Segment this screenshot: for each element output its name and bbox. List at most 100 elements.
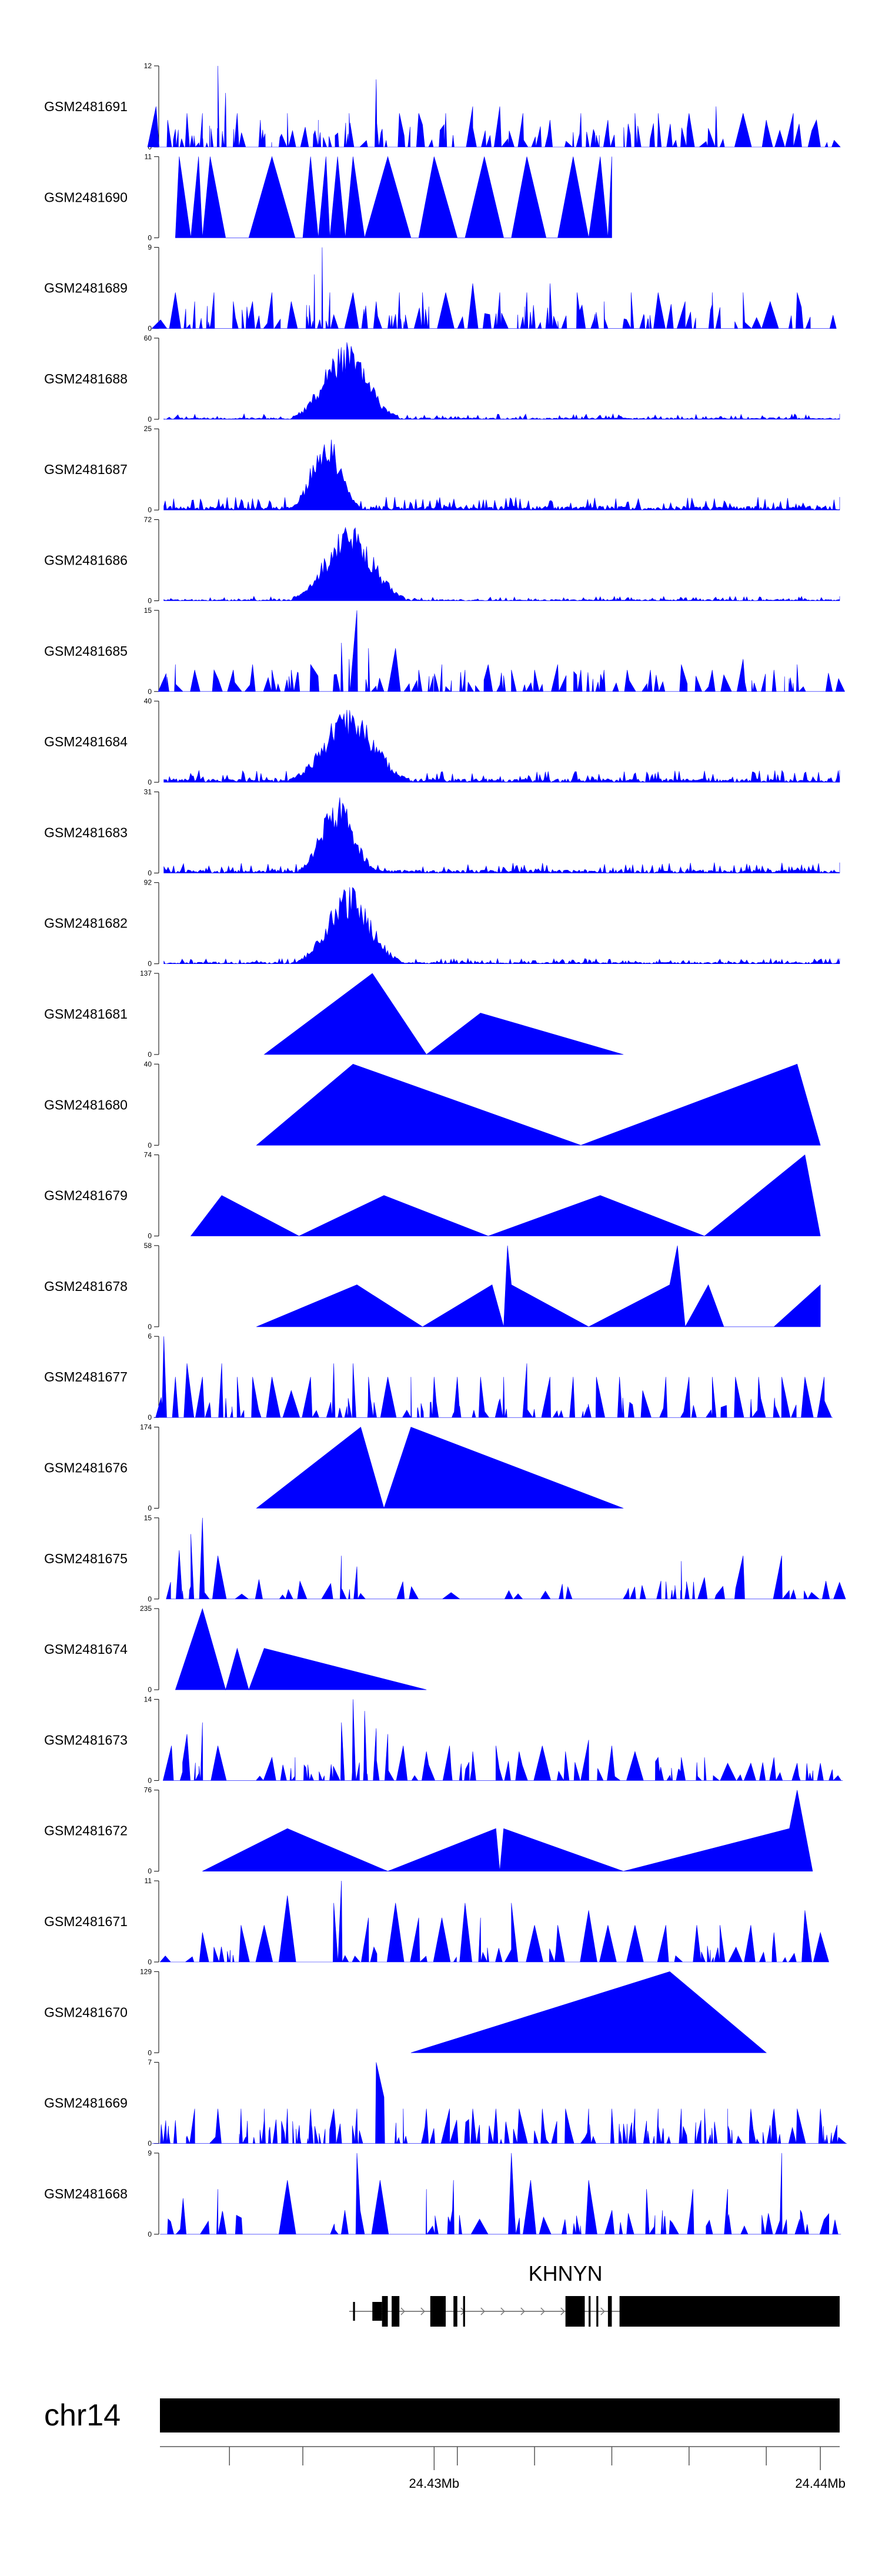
track-GSM2481688: GSM2481688 60 0: [44, 334, 840, 423]
track-GSM2481690: GSM2481690 11 0: [44, 152, 612, 242]
track-GSM2481685: GSM2481685 15 0: [44, 606, 846, 696]
track-GSM2481691: GSM2481691120: [44, 62, 841, 151]
gene-model-track: KHNYN: [349, 2261, 840, 2327]
track-GSM2481681: GSM2481681 137 0: [44, 969, 624, 1059]
track-label: GSM2481687: [44, 462, 128, 477]
y-max-label: 40: [144, 697, 152, 705]
gene-exon: [353, 2302, 355, 2321]
coverage-area-GSM2481669: [152, 2062, 847, 2144]
coverage-area-GSM2481689: [151, 247, 837, 329]
y-min-label: 0: [148, 1141, 152, 1149]
track-GSM2481683: GSM2481683 31 0: [44, 788, 840, 877]
strand-arrow: [560, 2307, 565, 2315]
y-min-label: 0: [148, 325, 152, 333]
track-GSM2481677: GSM2481677 6 0: [44, 1332, 833, 1422]
track-label: GSM2481686: [44, 553, 128, 568]
coverage-area-GSM2481679: [190, 1154, 821, 1236]
y-min-label: 0: [148, 1232, 152, 1240]
y-max-label: 11: [145, 152, 152, 161]
track-label: GSM2481669: [44, 2095, 128, 2111]
y-max-label: 92: [144, 879, 152, 887]
track-label: GSM2481688: [44, 371, 128, 386]
track-label: GSM2481679: [44, 1188, 128, 1203]
track-label: GSM2481672: [44, 1823, 128, 1838]
y-max-label: 7: [148, 2058, 152, 2067]
coverage-area-GSM2481684: [163, 709, 840, 783]
coverage-area-GSM2481688: [163, 342, 840, 420]
gene-exon: [596, 2296, 599, 2327]
y-min-label: 0: [148, 2140, 152, 2148]
y-max-label: 76: [144, 1786, 152, 1794]
gene-exon: [463, 2296, 465, 2327]
coverage-area-GSM2481681: [263, 973, 624, 1055]
strand-arrow: [520, 2307, 525, 2315]
y-max-label: 9: [148, 2149, 152, 2157]
y-max-label: 14: [144, 1695, 152, 1703]
y-min-label: 0: [148, 233, 152, 242]
y-max-label: 11: [145, 1877, 152, 1885]
coverage-area-GSM2481682: [163, 887, 840, 965]
track-label: GSM2481680: [44, 1097, 128, 1112]
track-GSM2481676: GSM2481676 174 0: [44, 1423, 624, 1513]
coverage-area-GSM2481670: [410, 1971, 767, 2053]
coverage-area-GSM2481690: [175, 156, 612, 238]
gene-exon: [382, 2296, 388, 2327]
coverage-area-GSM2481671: [159, 1880, 829, 1963]
track-label: GSM2481681: [44, 1006, 128, 1022]
track-label: GSM2481677: [44, 1369, 128, 1384]
coverage-area-GSM2481672: [202, 1790, 813, 1872]
y-min-label: 0: [148, 1504, 152, 1513]
y-min-label: 0: [148, 1776, 152, 1784]
track-GSM2481686: GSM2481686 72 0: [44, 516, 840, 605]
y-min-label: 0: [148, 506, 152, 514]
track-label: GSM2481676: [44, 1460, 128, 1476]
coverage-area-GSM2481678: [256, 1245, 821, 1327]
coverage-area-GSM2481680: [256, 1063, 821, 1146]
track-label: GSM2481670: [44, 2004, 128, 2020]
track-label: GSM2481675: [44, 1551, 128, 1566]
y-min-label: 0: [148, 415, 152, 423]
coverage-area-GSM2481686: [163, 526, 840, 602]
data-tracks: GSM2481691120GSM2481690110GSM248168990GS…: [44, 62, 847, 2238]
y-min-label: 0: [148, 960, 152, 968]
y-max-label: 129: [140, 1967, 152, 1976]
track-label: GSM2481682: [44, 916, 128, 931]
strand-arrow: [500, 2307, 505, 2315]
coverage-area-GSM2481668: [160, 2153, 841, 2235]
track-GSM2481689: GSM2481689 9 0: [44, 243, 837, 333]
track-label: GSM2481678: [44, 1279, 128, 1294]
track-label: GSM2481689: [44, 281, 128, 296]
y-min-label: 0: [148, 1686, 152, 1694]
y-min-label: 0: [148, 688, 152, 696]
gene-exon: [619, 2296, 840, 2327]
y-min-label: 0: [148, 2230, 152, 2238]
y-max-label: 235: [140, 1604, 152, 1613]
track-GSM2481682: GSM2481682 92 0: [44, 879, 840, 968]
y-min-label: 0: [148, 1323, 152, 1331]
y-min-label: 0: [148, 1958, 152, 1966]
y-min-label: 0: [148, 1867, 152, 1876]
track-label: GSM2481668: [44, 2186, 128, 2201]
y-min-label: 0: [148, 1413, 152, 1422]
track-label: GSM2481671: [44, 1914, 128, 1929]
coverage-area-GSM2481685: [158, 610, 846, 692]
y-max-label: 137: [140, 969, 152, 977]
y-min-label: 0: [148, 597, 152, 605]
axis-tick-label: 24.44Mb: [795, 2476, 846, 2491]
track-label: GSM2481683: [44, 825, 128, 840]
coverage-area-GSM2481674: [175, 1608, 427, 1691]
gene-exon: [565, 2296, 585, 2327]
axis-tick-label: 24.43Mb: [409, 2476, 460, 2491]
y-max-label: 72: [144, 516, 152, 524]
y-max-label: 31: [144, 788, 152, 796]
track-label: GSM2481684: [44, 734, 128, 749]
strand-arrow: [400, 2307, 405, 2315]
track-GSM2481675: GSM2481675 15 0: [44, 1514, 846, 1603]
track-GSM2481670: GSM2481670 129 0: [44, 1967, 767, 2057]
y-min-label: 0: [148, 1050, 152, 1059]
chromosome-bar: [160, 2398, 840, 2432]
gene-exon: [372, 2302, 382, 2321]
track-GSM2481680: GSM2481680 40 0: [44, 1060, 821, 1149]
track-GSM2481687: GSM2481687 25 0: [44, 425, 840, 514]
track-GSM2481668: GSM2481668 9 0: [44, 2149, 841, 2238]
